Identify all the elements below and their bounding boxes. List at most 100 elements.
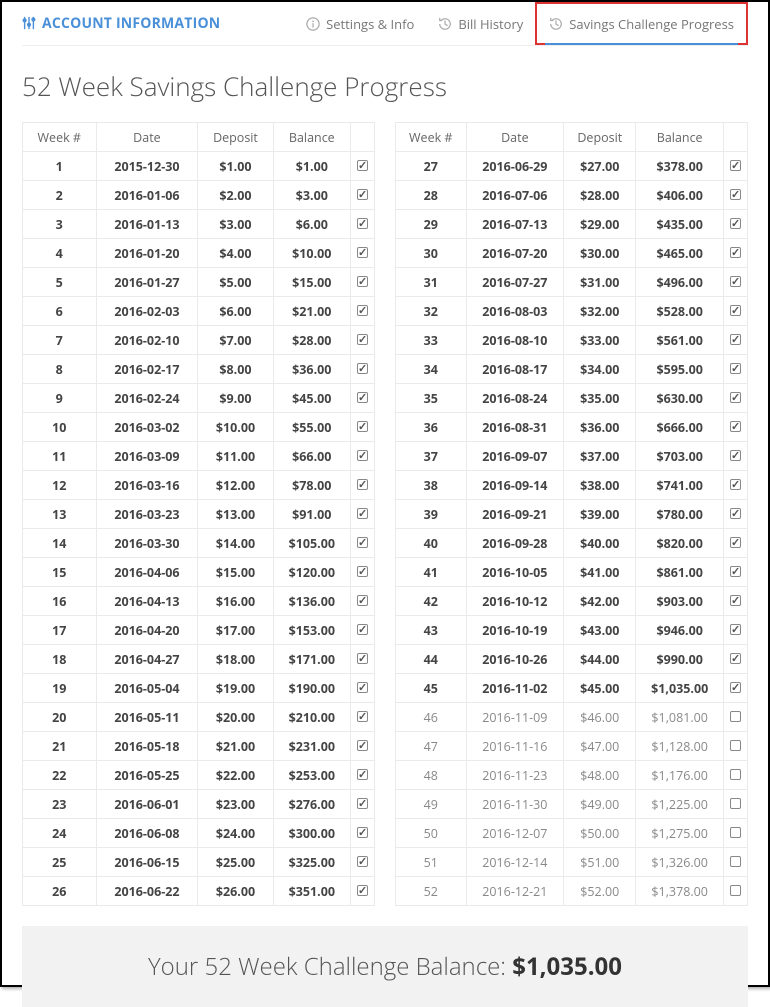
checkbox-empty-icon[interactable] xyxy=(730,769,741,780)
cell-check[interactable] xyxy=(724,848,748,877)
cell-check[interactable] xyxy=(351,239,375,268)
cell-check[interactable] xyxy=(351,500,375,529)
cell-check[interactable] xyxy=(351,529,375,558)
cell-check[interactable] xyxy=(351,616,375,645)
checkbox-checked-icon[interactable] xyxy=(730,392,741,403)
cell-check[interactable] xyxy=(724,790,748,819)
checkbox-checked-icon[interactable] xyxy=(357,566,368,577)
checkbox-checked-icon[interactable] xyxy=(730,624,741,635)
checkbox-checked-icon[interactable] xyxy=(730,595,741,606)
cell-check[interactable] xyxy=(724,152,748,181)
checkbox-checked-icon[interactable] xyxy=(357,885,368,896)
checkbox-checked-icon[interactable] xyxy=(357,305,368,316)
checkbox-empty-icon[interactable] xyxy=(730,827,741,838)
cell-check[interactable] xyxy=(724,471,748,500)
checkbox-checked-icon[interactable] xyxy=(357,392,368,403)
checkbox-checked-icon[interactable] xyxy=(730,218,741,229)
cell-check[interactable] xyxy=(724,500,748,529)
cell-check[interactable] xyxy=(351,645,375,674)
checkbox-checked-icon[interactable] xyxy=(730,682,741,693)
tab-settings[interactable]: Settings & Info xyxy=(294,2,426,45)
checkbox-empty-icon[interactable] xyxy=(730,885,741,896)
cell-check[interactable] xyxy=(351,674,375,703)
checkbox-checked-icon[interactable] xyxy=(357,711,368,722)
cell-check[interactable] xyxy=(351,268,375,297)
cell-check[interactable] xyxy=(351,732,375,761)
checkbox-checked-icon[interactable] xyxy=(357,856,368,867)
cell-check[interactable] xyxy=(351,848,375,877)
cell-check[interactable] xyxy=(351,210,375,239)
cell-check[interactable] xyxy=(724,761,748,790)
checkbox-checked-icon[interactable] xyxy=(357,421,368,432)
checkbox-empty-icon[interactable] xyxy=(730,856,741,867)
cell-check[interactable] xyxy=(351,181,375,210)
checkbox-checked-icon[interactable] xyxy=(730,160,741,171)
cell-check[interactable] xyxy=(351,442,375,471)
cell-check[interactable] xyxy=(351,587,375,616)
cell-check[interactable] xyxy=(351,877,375,906)
cell-check[interactable] xyxy=(351,413,375,442)
cell-check[interactable] xyxy=(351,761,375,790)
cell-check[interactable] xyxy=(351,703,375,732)
checkbox-checked-icon[interactable] xyxy=(357,189,368,200)
cell-check[interactable] xyxy=(724,645,748,674)
cell-check[interactable] xyxy=(724,297,748,326)
tab-bill-history[interactable]: Bill History xyxy=(426,2,535,45)
cell-check[interactable] xyxy=(724,181,748,210)
cell-check[interactable] xyxy=(724,355,748,384)
tab-savings-progress[interactable]: Savings Challenge Progress xyxy=(535,2,748,45)
cell-check[interactable] xyxy=(724,529,748,558)
checkbox-checked-icon[interactable] xyxy=(730,566,741,577)
checkbox-checked-icon[interactable] xyxy=(730,363,741,374)
cell-check[interactable] xyxy=(724,239,748,268)
cell-check[interactable] xyxy=(351,471,375,500)
checkbox-checked-icon[interactable] xyxy=(357,450,368,461)
cell-check[interactable] xyxy=(351,326,375,355)
checkbox-checked-icon[interactable] xyxy=(730,537,741,548)
checkbox-empty-icon[interactable] xyxy=(730,711,741,722)
checkbox-checked-icon[interactable] xyxy=(730,334,741,345)
cell-check[interactable] xyxy=(351,384,375,413)
checkbox-checked-icon[interactable] xyxy=(730,305,741,316)
cell-check[interactable] xyxy=(724,616,748,645)
checkbox-checked-icon[interactable] xyxy=(730,189,741,200)
checkbox-checked-icon[interactable] xyxy=(357,769,368,780)
checkbox-checked-icon[interactable] xyxy=(357,653,368,664)
cell-check[interactable] xyxy=(351,790,375,819)
cell-check[interactable] xyxy=(724,732,748,761)
checkbox-checked-icon[interactable] xyxy=(357,363,368,374)
checkbox-checked-icon[interactable] xyxy=(730,508,741,519)
cell-check[interactable] xyxy=(724,587,748,616)
checkbox-checked-icon[interactable] xyxy=(357,740,368,751)
cell-check[interactable] xyxy=(351,819,375,848)
checkbox-checked-icon[interactable] xyxy=(357,682,368,693)
checkbox-checked-icon[interactable] xyxy=(730,276,741,287)
checkbox-checked-icon[interactable] xyxy=(357,334,368,345)
checkbox-checked-icon[interactable] xyxy=(730,479,741,490)
cell-check[interactable] xyxy=(724,819,748,848)
checkbox-checked-icon[interactable] xyxy=(357,276,368,287)
checkbox-empty-icon[interactable] xyxy=(730,740,741,751)
cell-check[interactable] xyxy=(724,413,748,442)
cell-check[interactable] xyxy=(724,703,748,732)
checkbox-empty-icon[interactable] xyxy=(730,798,741,809)
cell-check[interactable] xyxy=(351,558,375,587)
checkbox-checked-icon[interactable] xyxy=(357,247,368,258)
cell-check[interactable] xyxy=(724,877,748,906)
cell-check[interactable] xyxy=(724,442,748,471)
checkbox-checked-icon[interactable] xyxy=(357,218,368,229)
checkbox-checked-icon[interactable] xyxy=(730,247,741,258)
cell-check[interactable] xyxy=(724,384,748,413)
checkbox-checked-icon[interactable] xyxy=(357,798,368,809)
cell-check[interactable] xyxy=(724,558,748,587)
cell-check[interactable] xyxy=(351,297,375,326)
cell-check[interactable] xyxy=(724,268,748,297)
cell-check[interactable] xyxy=(724,326,748,355)
cell-check[interactable] xyxy=(351,152,375,181)
checkbox-checked-icon[interactable] xyxy=(730,653,741,664)
checkbox-checked-icon[interactable] xyxy=(730,450,741,461)
checkbox-checked-icon[interactable] xyxy=(357,479,368,490)
checkbox-checked-icon[interactable] xyxy=(357,537,368,548)
checkbox-checked-icon[interactable] xyxy=(357,624,368,635)
checkbox-checked-icon[interactable] xyxy=(357,827,368,838)
